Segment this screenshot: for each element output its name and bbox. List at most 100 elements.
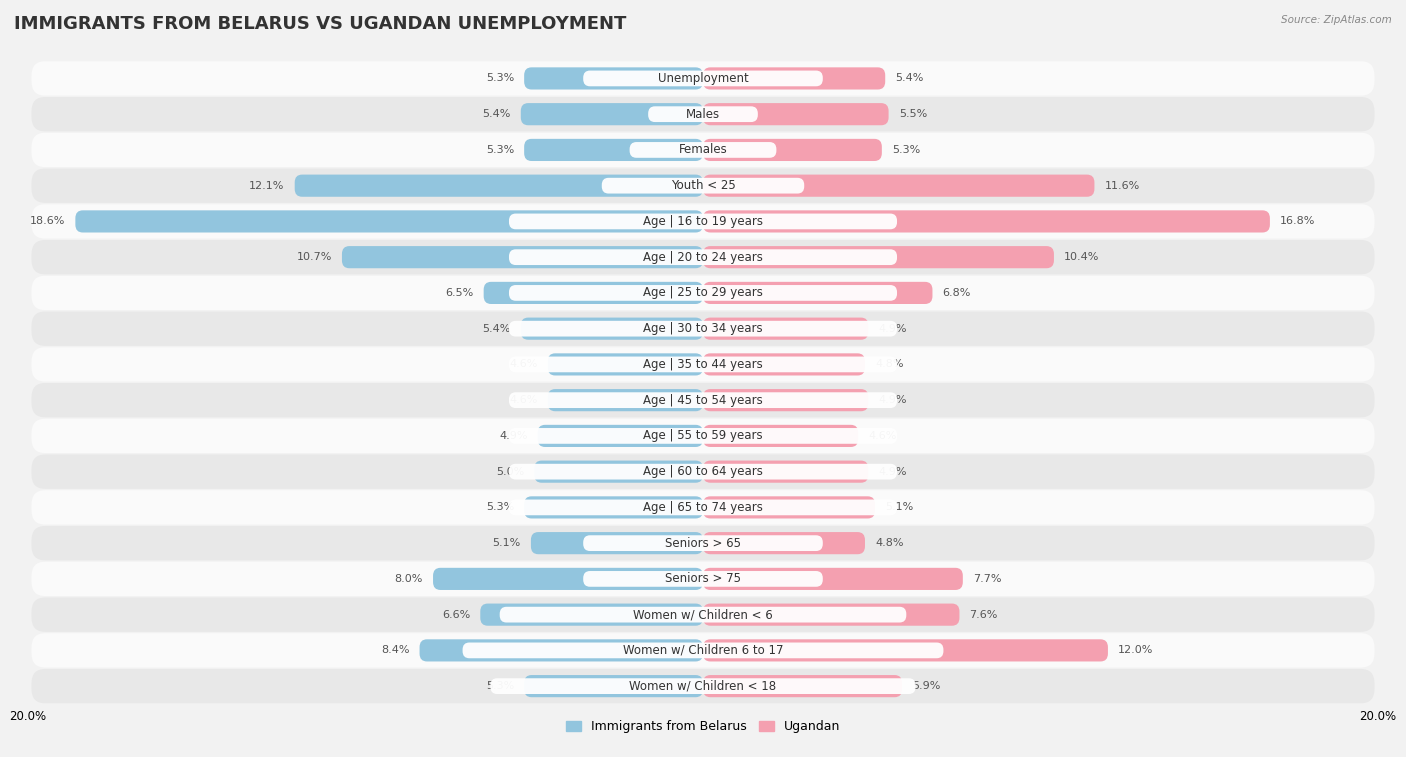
- Text: Males: Males: [686, 107, 720, 120]
- Text: 10.7%: 10.7%: [297, 252, 332, 262]
- FancyBboxPatch shape: [520, 318, 703, 340]
- FancyBboxPatch shape: [31, 419, 1375, 453]
- FancyBboxPatch shape: [524, 497, 703, 519]
- Text: 5.1%: 5.1%: [886, 503, 914, 512]
- FancyBboxPatch shape: [31, 562, 1375, 596]
- Text: 18.6%: 18.6%: [30, 217, 65, 226]
- FancyBboxPatch shape: [76, 210, 703, 232]
- FancyBboxPatch shape: [703, 67, 886, 89]
- FancyBboxPatch shape: [31, 169, 1375, 203]
- FancyBboxPatch shape: [31, 597, 1375, 632]
- Text: 11.6%: 11.6%: [1105, 181, 1140, 191]
- FancyBboxPatch shape: [342, 246, 703, 268]
- FancyBboxPatch shape: [703, 603, 959, 626]
- FancyBboxPatch shape: [520, 103, 703, 125]
- Text: 4.9%: 4.9%: [879, 324, 907, 334]
- FancyBboxPatch shape: [509, 392, 897, 408]
- FancyBboxPatch shape: [31, 204, 1375, 238]
- Text: 4.8%: 4.8%: [875, 538, 904, 548]
- FancyBboxPatch shape: [31, 454, 1375, 489]
- FancyBboxPatch shape: [531, 532, 703, 554]
- FancyBboxPatch shape: [31, 491, 1375, 525]
- FancyBboxPatch shape: [499, 607, 907, 622]
- FancyBboxPatch shape: [509, 213, 897, 229]
- Text: 7.6%: 7.6%: [970, 609, 998, 620]
- FancyBboxPatch shape: [548, 354, 703, 375]
- FancyBboxPatch shape: [548, 389, 703, 411]
- FancyBboxPatch shape: [703, 246, 1054, 268]
- FancyBboxPatch shape: [583, 535, 823, 551]
- FancyBboxPatch shape: [509, 321, 897, 337]
- FancyBboxPatch shape: [703, 318, 869, 340]
- FancyBboxPatch shape: [703, 139, 882, 161]
- FancyBboxPatch shape: [433, 568, 703, 590]
- Text: 5.3%: 5.3%: [486, 681, 515, 691]
- Text: 5.4%: 5.4%: [896, 73, 924, 83]
- FancyBboxPatch shape: [648, 106, 758, 122]
- FancyBboxPatch shape: [295, 175, 703, 197]
- FancyBboxPatch shape: [509, 249, 897, 265]
- Text: 5.0%: 5.0%: [496, 466, 524, 477]
- FancyBboxPatch shape: [703, 210, 1270, 232]
- FancyBboxPatch shape: [31, 97, 1375, 132]
- Text: 4.9%: 4.9%: [879, 395, 907, 405]
- FancyBboxPatch shape: [703, 460, 869, 483]
- Text: Seniors > 65: Seniors > 65: [665, 537, 741, 550]
- Text: 6.5%: 6.5%: [446, 288, 474, 298]
- FancyBboxPatch shape: [524, 675, 703, 697]
- FancyBboxPatch shape: [703, 675, 903, 697]
- FancyBboxPatch shape: [31, 633, 1375, 668]
- FancyBboxPatch shape: [703, 640, 1108, 662]
- FancyBboxPatch shape: [31, 526, 1375, 560]
- Text: Age | 20 to 24 years: Age | 20 to 24 years: [643, 251, 763, 263]
- Text: 12.0%: 12.0%: [1118, 646, 1153, 656]
- Text: 8.0%: 8.0%: [395, 574, 423, 584]
- FancyBboxPatch shape: [31, 240, 1375, 274]
- FancyBboxPatch shape: [509, 464, 897, 479]
- FancyBboxPatch shape: [703, 103, 889, 125]
- FancyBboxPatch shape: [463, 643, 943, 659]
- Text: 5.5%: 5.5%: [898, 109, 927, 119]
- Text: Age | 55 to 59 years: Age | 55 to 59 years: [643, 429, 763, 442]
- Text: Females: Females: [679, 143, 727, 157]
- Text: Age | 35 to 44 years: Age | 35 to 44 years: [643, 358, 763, 371]
- FancyBboxPatch shape: [31, 383, 1375, 417]
- Text: Women w/ Children < 18: Women w/ Children < 18: [630, 680, 776, 693]
- FancyBboxPatch shape: [703, 568, 963, 590]
- FancyBboxPatch shape: [31, 669, 1375, 703]
- Text: 4.9%: 4.9%: [879, 466, 907, 477]
- Text: 10.4%: 10.4%: [1064, 252, 1099, 262]
- FancyBboxPatch shape: [703, 497, 875, 519]
- FancyBboxPatch shape: [509, 500, 897, 516]
- FancyBboxPatch shape: [509, 285, 897, 301]
- Text: 5.4%: 5.4%: [482, 324, 510, 334]
- Text: Age | 45 to 54 years: Age | 45 to 54 years: [643, 394, 763, 407]
- FancyBboxPatch shape: [703, 282, 932, 304]
- FancyBboxPatch shape: [484, 282, 703, 304]
- Text: 5.4%: 5.4%: [482, 109, 510, 119]
- Text: Unemployment: Unemployment: [658, 72, 748, 85]
- Text: 5.3%: 5.3%: [891, 145, 920, 155]
- Text: 5.3%: 5.3%: [486, 73, 515, 83]
- FancyBboxPatch shape: [534, 460, 703, 483]
- FancyBboxPatch shape: [31, 132, 1375, 167]
- Text: 8.4%: 8.4%: [381, 646, 409, 656]
- FancyBboxPatch shape: [31, 61, 1375, 95]
- Text: IMMIGRANTS FROM BELARUS VS UGANDAN UNEMPLOYMENT: IMMIGRANTS FROM BELARUS VS UGANDAN UNEMP…: [14, 15, 627, 33]
- Text: Age | 25 to 29 years: Age | 25 to 29 years: [643, 286, 763, 300]
- Text: 4.8%: 4.8%: [875, 360, 904, 369]
- Text: 4.6%: 4.6%: [869, 431, 897, 441]
- FancyBboxPatch shape: [703, 354, 865, 375]
- Text: 16.8%: 16.8%: [1279, 217, 1316, 226]
- Text: 6.8%: 6.8%: [942, 288, 972, 298]
- Text: 12.1%: 12.1%: [249, 181, 284, 191]
- FancyBboxPatch shape: [703, 425, 858, 447]
- FancyBboxPatch shape: [602, 178, 804, 194]
- Text: Women w/ Children < 6: Women w/ Children < 6: [633, 608, 773, 621]
- FancyBboxPatch shape: [524, 139, 703, 161]
- FancyBboxPatch shape: [583, 70, 823, 86]
- Text: 7.7%: 7.7%: [973, 574, 1001, 584]
- Text: 5.3%: 5.3%: [486, 503, 515, 512]
- Text: 4.9%: 4.9%: [499, 431, 527, 441]
- Text: 4.6%: 4.6%: [509, 360, 537, 369]
